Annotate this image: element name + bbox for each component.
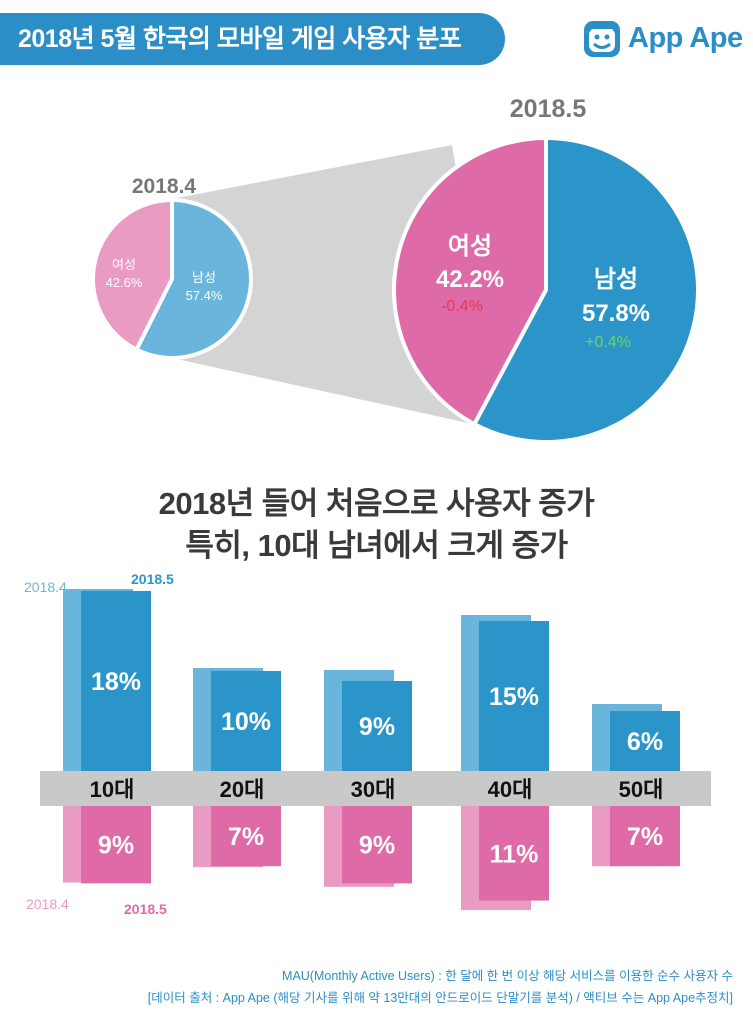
bar-male-curr xyxy=(342,681,412,771)
pie-slice-female-curr xyxy=(392,135,548,427)
bar-value-male: 9% xyxy=(359,713,395,741)
category-label: 30대 xyxy=(351,777,396,802)
bar-value-female: 7% xyxy=(627,823,663,851)
legend-female-prev: 2018.4 xyxy=(26,896,69,912)
pie-label-male-curr: 남성 xyxy=(594,266,638,293)
pie-change-male-curr: +0.4% xyxy=(585,334,631,351)
pie-change-female-curr: -0.4% xyxy=(441,298,483,315)
logo-text: App Ape xyxy=(628,22,743,54)
bar-female-curr xyxy=(610,806,680,867)
pie-label-female-prev: 여성 xyxy=(112,257,136,272)
bar-female-curr xyxy=(211,806,281,867)
pie-slice-female-prev xyxy=(91,197,174,353)
legend-male-curr: 2018.5 xyxy=(131,571,174,587)
title-banner: 2018년 5월 한국의 모바일 게임 사용자 분포 xyxy=(0,13,505,65)
bar-value-male: 15% xyxy=(489,683,539,711)
bar-male-curr xyxy=(211,671,281,771)
bar-value-male: 10% xyxy=(221,708,271,736)
bar-value-female: 7% xyxy=(228,823,264,851)
bar-female-curr xyxy=(81,806,151,884)
category-label: 40대 xyxy=(488,777,533,802)
pie-slice-male-curr xyxy=(471,135,700,444)
category-label: 10대 xyxy=(90,777,135,802)
pie-label-female-curr: 여성 xyxy=(448,233,492,260)
pie-value-female-prev: 42.6% xyxy=(106,275,143,290)
axis-band xyxy=(40,771,711,806)
bar-value-male: 6% xyxy=(627,728,663,756)
category-label: 50대 xyxy=(619,777,664,802)
bar-value-male: 18% xyxy=(91,668,141,696)
bar-male-curr xyxy=(81,591,151,771)
pie-slice-male-prev xyxy=(133,197,254,360)
pie-title-prev: 2018.4 xyxy=(132,175,197,198)
bar-male-curr xyxy=(610,711,680,771)
bar-value-female: 9% xyxy=(98,832,134,860)
pie-2018-04: 2018.4 여성 42.6% 남성 57.4% xyxy=(91,175,254,360)
category-label: 20대 xyxy=(220,777,265,802)
headline-line-2: 특히, 10대 남녀에서 크게 증가 xyxy=(185,528,568,563)
headline-line-1: 2018년 들어 처음으로 사용자 증가 xyxy=(158,486,595,521)
legend-female-curr: 2018.5 xyxy=(124,901,167,917)
pie-label-male-prev: 남성 xyxy=(192,270,216,285)
pie-value-male-curr: 57.8% xyxy=(582,300,650,327)
legend-male-prev: 2018.4 xyxy=(24,579,67,595)
ape-face-icon xyxy=(584,21,620,57)
bar-female-curr xyxy=(479,806,549,901)
bar-male-curr xyxy=(479,621,549,771)
bar-chart-age: 18% 9% 10대 10% 7% 20대 9% 9% 30대 15% 11% 40대 6% 7% 50대 2… xyxy=(24,571,711,917)
bar-value-female: 9% xyxy=(359,832,395,860)
footnote-source: [데이터 출처 : App Ape (해당 기사를 위해 약 13만대의 안드로… xyxy=(147,991,733,1005)
page-title: 2018년 5월 한국의 모바일 게임 사용자 분포 xyxy=(18,25,462,53)
bar-female-curr xyxy=(342,806,412,884)
footnote-mau: MAU(Monthly Active Users) : 한 달에 한 번 이상 … xyxy=(282,969,733,983)
pie-value-female-curr: 42.2% xyxy=(436,266,504,293)
pie-title-curr: 2018.5 xyxy=(510,95,587,123)
pie-value-male-prev: 57.4% xyxy=(186,288,223,303)
bar-value-female: 11% xyxy=(490,840,539,868)
pie-2018-05: 2018.5 여성 42.2% -0.4% 남성 57.8% +0.4% xyxy=(392,95,700,444)
